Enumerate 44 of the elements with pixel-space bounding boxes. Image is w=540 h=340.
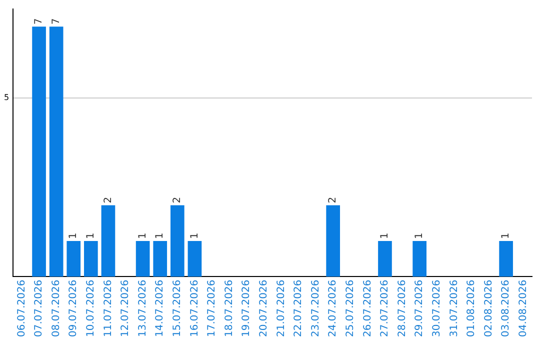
data-label: 2 <box>172 196 184 204</box>
data-label: 1 <box>500 232 512 240</box>
data-label: 1 <box>137 232 148 240</box>
x-tick-label: 20.07.2026 <box>258 280 270 338</box>
x-tick-label: 09.07.2026 <box>68 280 80 338</box>
x-tick-label: 11.07.2026 <box>102 280 114 338</box>
x-tick-label: 17.07.2026 <box>206 280 218 338</box>
x-tick-label: 03.08.2026 <box>500 280 512 338</box>
x-tick-label: 12.07.2026 <box>120 280 132 338</box>
x-tick-label: 25.07.2026 <box>344 280 356 338</box>
data-label: 2 <box>102 196 114 204</box>
data-label: 1 <box>68 232 80 240</box>
x-tick-label: 24.07.2026 <box>328 280 339 338</box>
x-tick-label: 07.07.2026 <box>34 280 45 338</box>
x-tick-label: 26.07.2026 <box>362 280 374 338</box>
x-tick-label: 23.07.2026 <box>310 280 322 338</box>
x-tick-label: 21.07.2026 <box>276 280 287 338</box>
x-tick-label: 27.07.2026 <box>380 280 391 338</box>
x-tick-label: 31.07.2026 <box>448 280 460 338</box>
data-label: 7 <box>50 18 62 25</box>
x-tick-label: 02.08.2026 <box>483 280 494 338</box>
x-tick-label: 04.08.2026 <box>518 280 529 338</box>
x-tick-label: 15.07.2026 <box>172 280 184 338</box>
x-tick-label: 29.07.2026 <box>414 280 426 338</box>
data-label: 1 <box>380 232 391 240</box>
data-label: 2 <box>328 196 339 204</box>
data-label: 7 <box>34 18 45 25</box>
x-tick-label: 13.07.2026 <box>137 280 148 338</box>
data-label: 1 <box>189 232 200 240</box>
data-label: 1 <box>154 232 166 240</box>
data-label: 1 <box>414 232 426 240</box>
x-tick-label: 28.07.2026 <box>396 280 408 338</box>
x-tick-label: 30.07.2026 <box>431 280 442 338</box>
data-label: 1 <box>86 232 97 240</box>
y-tick-label: 5 <box>4 93 10 102</box>
x-tick-label: 22.07.2026 <box>293 280 304 338</box>
x-tick-label: 10.07.2026 <box>86 280 97 338</box>
x-tick-label: 18.07.2026 <box>224 280 235 338</box>
x-tick-label: 08.07.2026 <box>50 280 62 338</box>
x-tick-label: 06.07.2026 <box>16 280 28 338</box>
x-tick-label: 19.07.2026 <box>241 280 252 338</box>
x-tick-label: 01.08.2026 <box>466 280 478 338</box>
x-tick-label: 14.07.2026 <box>154 280 166 338</box>
x-tick-label: 16.07.2026 <box>189 280 200 338</box>
